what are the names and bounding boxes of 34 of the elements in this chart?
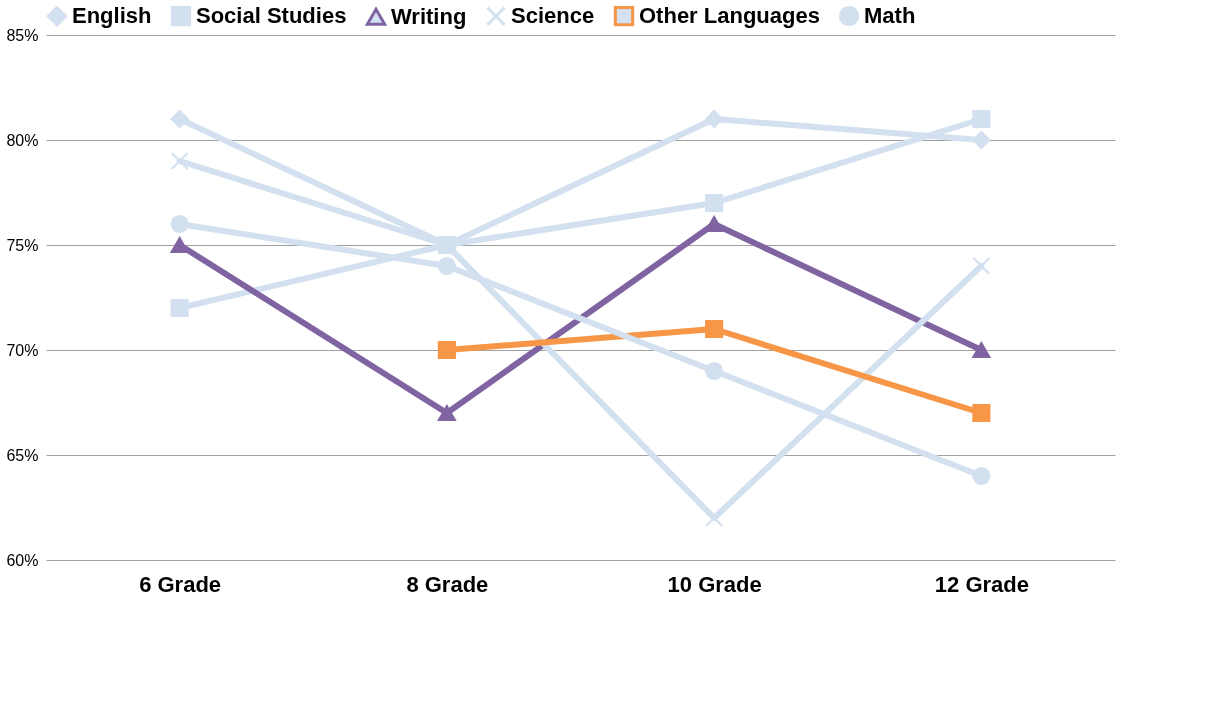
legend-label: English bbox=[72, 3, 152, 29]
legend-label: Writing bbox=[391, 3, 467, 29]
legend-label: Other Languages bbox=[639, 3, 820, 29]
point bbox=[170, 151, 189, 171]
point bbox=[705, 193, 724, 213]
point bbox=[437, 256, 456, 276]
point bbox=[170, 237, 189, 253]
point bbox=[972, 256, 991, 276]
legend-label: Science bbox=[511, 3, 595, 29]
point bbox=[972, 130, 991, 150]
y-tick-label: 75% bbox=[6, 236, 39, 254]
y-tick-label: 85% bbox=[6, 26, 39, 44]
point bbox=[437, 340, 456, 360]
x-tick-label: 12 Grade bbox=[934, 571, 1029, 597]
y-tick-label: 70% bbox=[6, 341, 39, 359]
point bbox=[972, 466, 991, 486]
point bbox=[705, 109, 724, 129]
point bbox=[437, 405, 456, 421]
point bbox=[972, 403, 991, 423]
point bbox=[170, 109, 189, 129]
point bbox=[170, 298, 189, 318]
point bbox=[705, 361, 724, 381]
y-tick-label: 60% bbox=[6, 551, 39, 569]
x-tick-label: 6 Grade bbox=[139, 571, 222, 597]
x-tick-label: 8 Grade bbox=[406, 571, 489, 597]
legend-label: Math bbox=[864, 3, 916, 29]
point bbox=[170, 214, 189, 234]
y-tick-label: 80% bbox=[6, 131, 39, 149]
point bbox=[972, 342, 991, 358]
x-tick-label: 10 Grade bbox=[667, 571, 762, 597]
point bbox=[705, 319, 724, 339]
legend-label: Social Studies bbox=[196, 3, 347, 29]
point bbox=[972, 109, 991, 129]
y-tick-label: 65% bbox=[6, 446, 39, 464]
